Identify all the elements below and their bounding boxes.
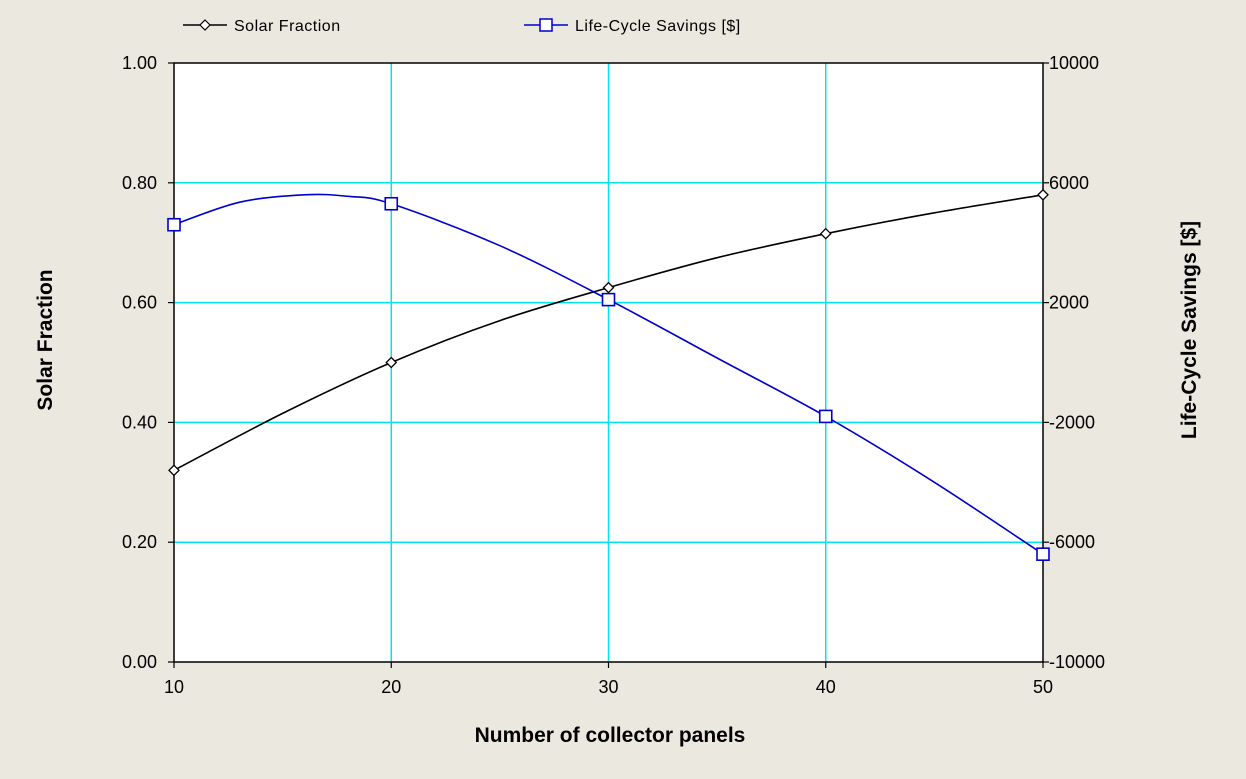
y2-tick-label: -6000 xyxy=(1049,532,1095,552)
data-point-life-cycle-savings xyxy=(818,409,833,424)
legend-marker-square xyxy=(539,18,553,32)
y2-tick-label: 6000 xyxy=(1049,173,1089,193)
data-point-life-cycle-savings xyxy=(1036,547,1050,561)
y2-tick-label: -10000 xyxy=(1049,652,1105,672)
legend: Solar Fraction Life-Cycle Savings [$] xyxy=(183,18,741,35)
legend-label-life-cycle-savings: Life-Cycle Savings [$] xyxy=(575,18,741,35)
tick-labels: 10 20 30 40 50 0.00 0.20 0.40 0.60 0.80 1.00 -10000… xyxy=(122,53,1105,697)
y2-tick-label: 10000 xyxy=(1049,53,1099,73)
y-tick-label: 0.40 xyxy=(122,412,157,432)
x-tick-label: 50 xyxy=(1033,677,1053,697)
data-point-solar-fraction xyxy=(602,281,615,294)
data-point-solar-fraction xyxy=(168,464,180,477)
data-point-life-cycle-savings xyxy=(167,217,181,232)
y-tick-label: 0.60 xyxy=(122,293,157,313)
legend-marker-diamond xyxy=(199,19,211,31)
y-axis-title: Solar Fraction xyxy=(34,269,57,410)
series-layer xyxy=(167,188,1050,561)
legend-label-solar-fraction: Solar Fraction xyxy=(234,18,341,35)
data-point-solar-fraction xyxy=(385,356,398,369)
y2-tick-label: -2000 xyxy=(1049,412,1095,432)
x-axis-title: Number of collector panels xyxy=(475,724,746,747)
x-tick-label: 40 xyxy=(816,677,836,697)
series-line-life-cycle-savings xyxy=(173,193,1044,555)
y2-tick-label: 2000 xyxy=(1049,293,1089,313)
y-tick-label: 0.00 xyxy=(122,652,157,672)
data-point-life-cycle-savings xyxy=(601,292,616,307)
legend-item-solar-fraction: Solar Fraction xyxy=(183,18,341,35)
y-tick-label: 1.00 xyxy=(122,53,157,73)
data-point-life-cycle-savings xyxy=(384,196,399,211)
y-tick-label: 0.80 xyxy=(122,173,157,193)
y2-axis-title: Life-Cycle Savings [$] xyxy=(1178,221,1201,439)
x-tick-label: 20 xyxy=(381,677,401,697)
x-tick-label: 10 xyxy=(164,677,184,697)
legend-item-life-cycle-savings: Life-Cycle Savings [$] xyxy=(524,18,741,35)
data-point-solar-fraction xyxy=(1037,188,1049,201)
data-point-solar-fraction xyxy=(819,227,832,240)
grid-lines xyxy=(174,63,1043,662)
x-tick-label: 30 xyxy=(598,677,618,697)
y-tick-label: 0.20 xyxy=(122,532,157,552)
